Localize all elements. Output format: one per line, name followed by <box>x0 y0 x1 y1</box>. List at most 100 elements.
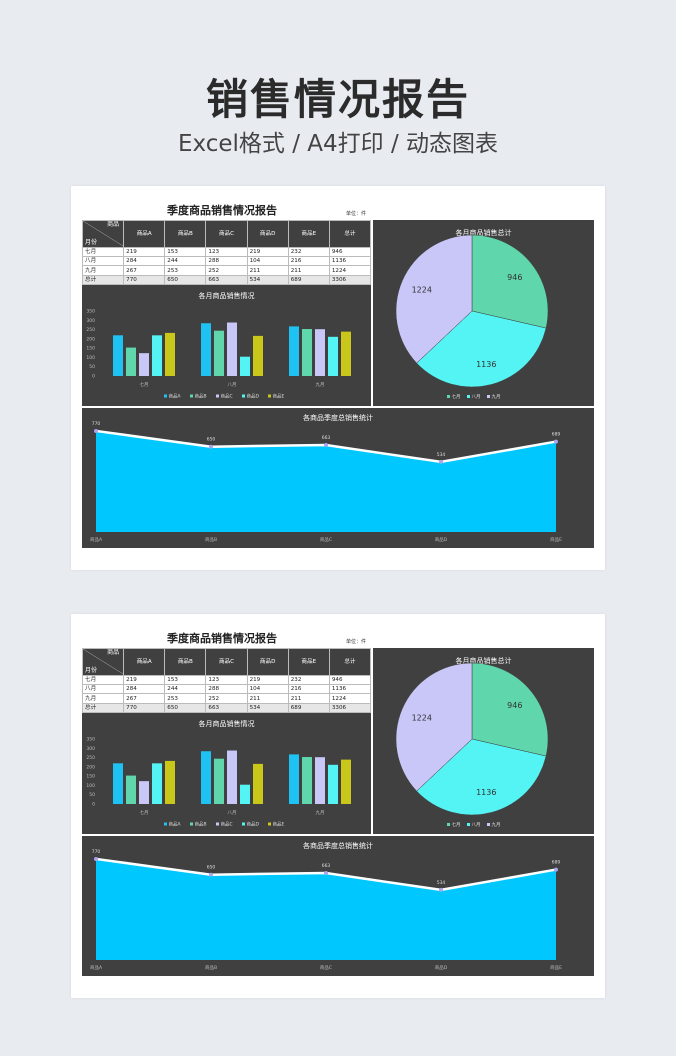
table-cell: 267 <box>123 693 166 704</box>
legend-label: 七月 <box>452 393 461 400</box>
y-tick-label: 100 <box>86 783 95 789</box>
table-cell: 253 <box>164 693 207 704</box>
bar <box>152 335 162 376</box>
area-point <box>209 444 213 449</box>
column-header: 商品D <box>246 220 289 248</box>
x-tick-label: 商品E <box>550 964 562 971</box>
table-row: 九月 267 253 252 211 211 1224 <box>81 265 372 276</box>
table-cell: 689 <box>287 274 330 286</box>
y-tick-label: 100 <box>86 355 95 361</box>
legend-label: 商品E <box>273 821 285 828</box>
legend-label: 九月 <box>492 393 501 400</box>
area-point <box>554 439 558 444</box>
pie-chart-panel: 各月商品销售总计 946 1136 1224 七月 八月 九月 <box>373 220 594 406</box>
column-header: 商品A <box>123 220 166 248</box>
row-label: 九月 <box>81 693 125 704</box>
bar <box>240 784 250 804</box>
bar <box>328 336 338 376</box>
page-title: 销售情况报告 <box>205 75 470 124</box>
row-label: 八月 <box>81 256 125 267</box>
column-header: 商品E <box>287 648 330 676</box>
table-row: 八月 284 244 288 104 216 1136 <box>81 256 372 267</box>
legend-label: 商品B <box>195 821 207 828</box>
legend-label: 商品D <box>247 821 260 828</box>
area-point <box>439 887 443 892</box>
y-tick-label: 200 <box>86 336 95 342</box>
x-tick-label: 商品C <box>320 964 332 971</box>
table-cell: 219 <box>123 246 166 258</box>
area-data-label: 650 <box>207 437 216 443</box>
legend-swatch <box>467 395 470 398</box>
table-cell: 284 <box>123 684 166 695</box>
x-tick-label: 七月 <box>140 809 149 816</box>
column-header: 商品D <box>246 648 289 676</box>
table-cell: 219 <box>246 674 289 686</box>
pie-slice <box>471 662 549 757</box>
pie-slice <box>416 310 547 388</box>
pie-slice <box>416 738 547 816</box>
legend-swatch <box>487 395 490 398</box>
corner-bottom-label: 月份 <box>85 238 98 246</box>
table-cell: 219 <box>246 246 289 258</box>
legend-swatch <box>190 394 193 398</box>
bar <box>113 763 123 804</box>
area-point <box>554 867 558 872</box>
table-row: 总计 770 650 663 534 689 3306 <box>81 702 372 714</box>
bar <box>253 335 263 376</box>
y-tick-label: 50 <box>89 792 95 798</box>
y-tick-label: 0 <box>92 802 95 808</box>
table-cell: 219 <box>123 674 166 686</box>
chart-title: 各月商品销售总计 <box>456 656 512 665</box>
column-header: 总计 <box>328 220 372 248</box>
corner-top-label: 商品 <box>107 221 120 228</box>
column-header: 商品A <box>123 648 166 676</box>
row-label: 七月 <box>81 674 125 686</box>
column-header: 商品C <box>205 648 248 676</box>
table-header-row: 商品 月份 商品A 商品B 商品C 商品D 商品E 总计 <box>81 648 372 676</box>
x-tick-label: 七月 <box>140 381 149 388</box>
row-label: 七月 <box>81 246 125 258</box>
pie-chart-panel: 各月商品销售总计 946 1136 1224 七月 八月 九月 <box>373 648 594 834</box>
pie-data-label: 1136 <box>476 788 496 797</box>
area-point <box>94 428 98 433</box>
table-cell: 211 <box>287 693 330 704</box>
bar <box>227 322 237 376</box>
pie-data-label: 1224 <box>412 713 432 722</box>
row-label: 八月 <box>81 684 125 695</box>
legend-label: 商品A <box>169 821 182 828</box>
bar <box>139 353 149 376</box>
area-data-label: 689 <box>552 432 561 438</box>
x-tick-label: 商品E <box>550 536 562 543</box>
x-tick-label: 商品A <box>90 536 103 543</box>
bar <box>201 751 211 804</box>
y-tick-label: 250 <box>86 327 95 333</box>
table-cell: 3306 <box>328 274 372 286</box>
area-data-label: 663 <box>322 863 331 869</box>
table-cell: 211 <box>246 265 289 276</box>
chart-title: 各商品季度总销售统计 <box>303 841 373 850</box>
chart-title: 各商品季度总销售统计 <box>303 413 373 422</box>
pie-chart: 各月商品销售总计 946 1136 1224 七月 八月 九月 <box>395 228 549 400</box>
table-cell: 663 <box>205 702 248 714</box>
area-chart: 各商品季度总销售统计 770 商品A 650 商品B 663 商品C 534 商品D 689 商品E <box>90 841 562 971</box>
table-cell: 1224 <box>328 693 372 704</box>
report-title: 季度商品销售情况报告 <box>167 632 277 645</box>
bar <box>126 775 136 804</box>
x-tick-label: 九月 <box>316 381 325 388</box>
table-cell: 1136 <box>328 256 372 267</box>
area-point <box>324 870 328 875</box>
bar <box>289 326 299 376</box>
table-cell: 123 <box>205 246 248 258</box>
x-tick-label: 商品B <box>205 536 217 543</box>
chart-title: 各月商品销售情况 <box>199 291 255 300</box>
bar <box>341 331 351 376</box>
table-cell: 284 <box>123 256 166 267</box>
bar-chart-panel: 各月商品销售情况 0 50 100 150 200 250 300 350 七月 八月 九月 商品A 商品… <box>82 285 371 406</box>
y-tick-label: 0 <box>92 374 95 380</box>
table-cell: 123 <box>205 674 248 686</box>
row-label: 九月 <box>81 265 125 276</box>
y-tick-label: 350 <box>86 737 95 743</box>
area-point <box>209 872 213 877</box>
y-tick-label: 50 <box>89 364 95 370</box>
